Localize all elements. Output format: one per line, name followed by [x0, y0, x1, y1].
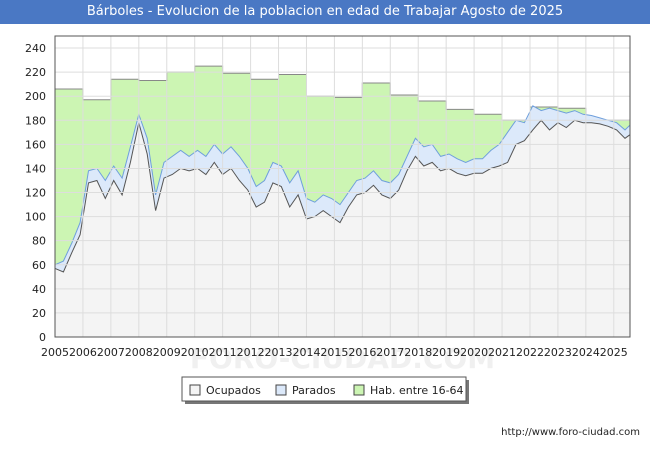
x-tick-label: 2020	[460, 346, 488, 359]
ocupados-line	[54, 119, 631, 273]
y-tick-label: 100	[25, 211, 46, 224]
chart-title: Bárboles - Evolucion de la poblacion en …	[0, 0, 650, 24]
plot-border	[54, 35, 631, 338]
x-tick-label: 2019	[432, 346, 460, 359]
y-tick-label: 20	[32, 307, 46, 320]
y-tick-label: 140	[25, 162, 46, 175]
y-tick-label: 200	[25, 90, 46, 103]
x-tick-label: 2016	[348, 346, 376, 359]
x-tick-label: 2018	[404, 346, 432, 359]
y-tick-label: 160	[25, 138, 46, 151]
x-tick-label: 2023	[544, 346, 572, 359]
parados-line	[54, 105, 631, 266]
legend-swatch-hab	[353, 384, 365, 396]
x-tick-label: 2006	[69, 346, 97, 359]
y-tick-label: 220	[25, 66, 46, 79]
x-tick-label: 2009	[153, 346, 181, 359]
x-tick-label: 2017	[376, 346, 404, 359]
legend-label-parados: Parados	[292, 384, 336, 397]
ocupados-area	[55, 120, 630, 337]
x-tick-label: 2022	[516, 346, 544, 359]
y-tick-label: 240	[25, 42, 46, 55]
x-tick-label: 2021	[488, 346, 516, 359]
x-tick-label: 2005	[41, 346, 69, 359]
x-tick-label: 2014	[292, 346, 320, 359]
y-tick-label: 60	[32, 259, 46, 272]
y-tick-label: 180	[25, 114, 46, 127]
y-tick-label: 120	[25, 187, 46, 200]
x-tick-label: 2015	[320, 346, 348, 359]
y-tick-label: 80	[32, 235, 46, 248]
legend-swatch-ocupados	[189, 384, 201, 396]
watermark: FORO-CIUDAD.COM	[190, 342, 495, 375]
x-tick-label: 2010	[181, 346, 209, 359]
x-tick-label: 2008	[125, 346, 153, 359]
legend-label-ocupados: Ocupados	[206, 384, 261, 397]
x-tick-label: 2025	[600, 346, 628, 359]
x-tick-label: 2011	[209, 346, 237, 359]
x-tick-label: 2024	[572, 346, 600, 359]
legend-swatch-parados	[275, 384, 287, 396]
legend-label-hab: Hab. entre 16-64	[370, 384, 464, 397]
y-tick-label: 0	[39, 331, 46, 344]
y-tick-label: 40	[32, 283, 46, 296]
x-tick-label: 2013	[265, 346, 293, 359]
x-tick-label: 2007	[97, 346, 125, 359]
legend	[181, 376, 467, 402]
footer-url[interactable]: http://www.foro-ciudad.com	[501, 427, 640, 438]
x-tick-label: 2012	[237, 346, 265, 359]
